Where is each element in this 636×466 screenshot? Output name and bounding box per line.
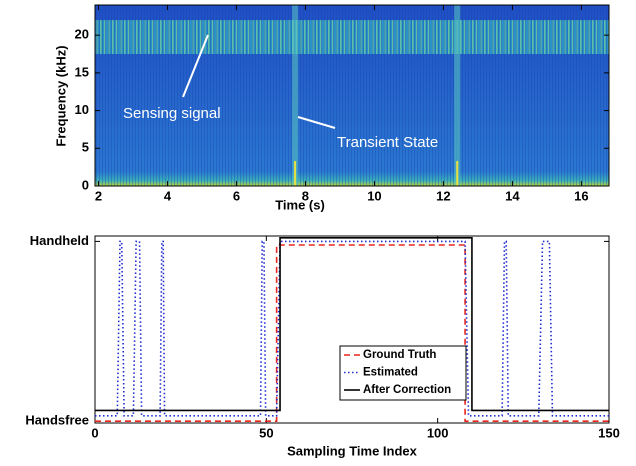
y-axis-label: Frequency (kHz)	[53, 45, 68, 146]
legend-label: After Correction	[363, 384, 451, 396]
x-tick-label: 16	[574, 188, 588, 203]
transient	[294, 161, 297, 186]
x-axis-label: Sampling Time Index	[287, 443, 418, 458]
x-axis-label: Time (s)	[275, 197, 325, 212]
transient	[292, 5, 299, 186]
y-tick-label: 20	[75, 27, 89, 42]
y-tick-label: 10	[75, 102, 89, 117]
x-tick-label: 4	[164, 188, 172, 203]
x-tick-label: 6	[233, 188, 240, 203]
x-tick-label: 2	[95, 188, 102, 203]
annotation: Transient State	[337, 134, 438, 151]
legend-box	[339, 345, 467, 401]
annotation-arrow	[297, 116, 336, 129]
x-tick-label: 8	[302, 188, 309, 203]
series-line	[95, 240, 609, 417]
y-tick-label: 0	[82, 177, 89, 192]
series-line	[95, 244, 609, 423]
x-tick-label: 150	[598, 425, 620, 440]
x-tick-label: 100	[427, 425, 449, 440]
x-tick-label: 12	[436, 188, 450, 203]
transient	[454, 5, 461, 186]
y-tick-label: 15	[75, 64, 89, 79]
annotation-arrow	[182, 34, 209, 98]
transient	[456, 161, 459, 186]
x-tick-label: 10	[367, 188, 381, 203]
legend-label: Ground Truth	[363, 349, 436, 361]
x-tick-label: 14	[505, 188, 520, 203]
legend-label: Estimated	[363, 367, 418, 379]
axes-frame	[94, 4, 610, 187]
x-tick-label: 50	[259, 425, 273, 440]
y-tick-label: Handsfree	[25, 413, 89, 428]
x-tick-label: 0	[91, 425, 98, 440]
annotation: Sensing signal	[123, 105, 221, 122]
series-line	[95, 236, 609, 412]
texture	[95, 5, 609, 186]
axes-frame	[94, 235, 610, 424]
y-tick-label: 5	[82, 140, 89, 155]
y-tick-label: Handheld	[30, 233, 89, 248]
